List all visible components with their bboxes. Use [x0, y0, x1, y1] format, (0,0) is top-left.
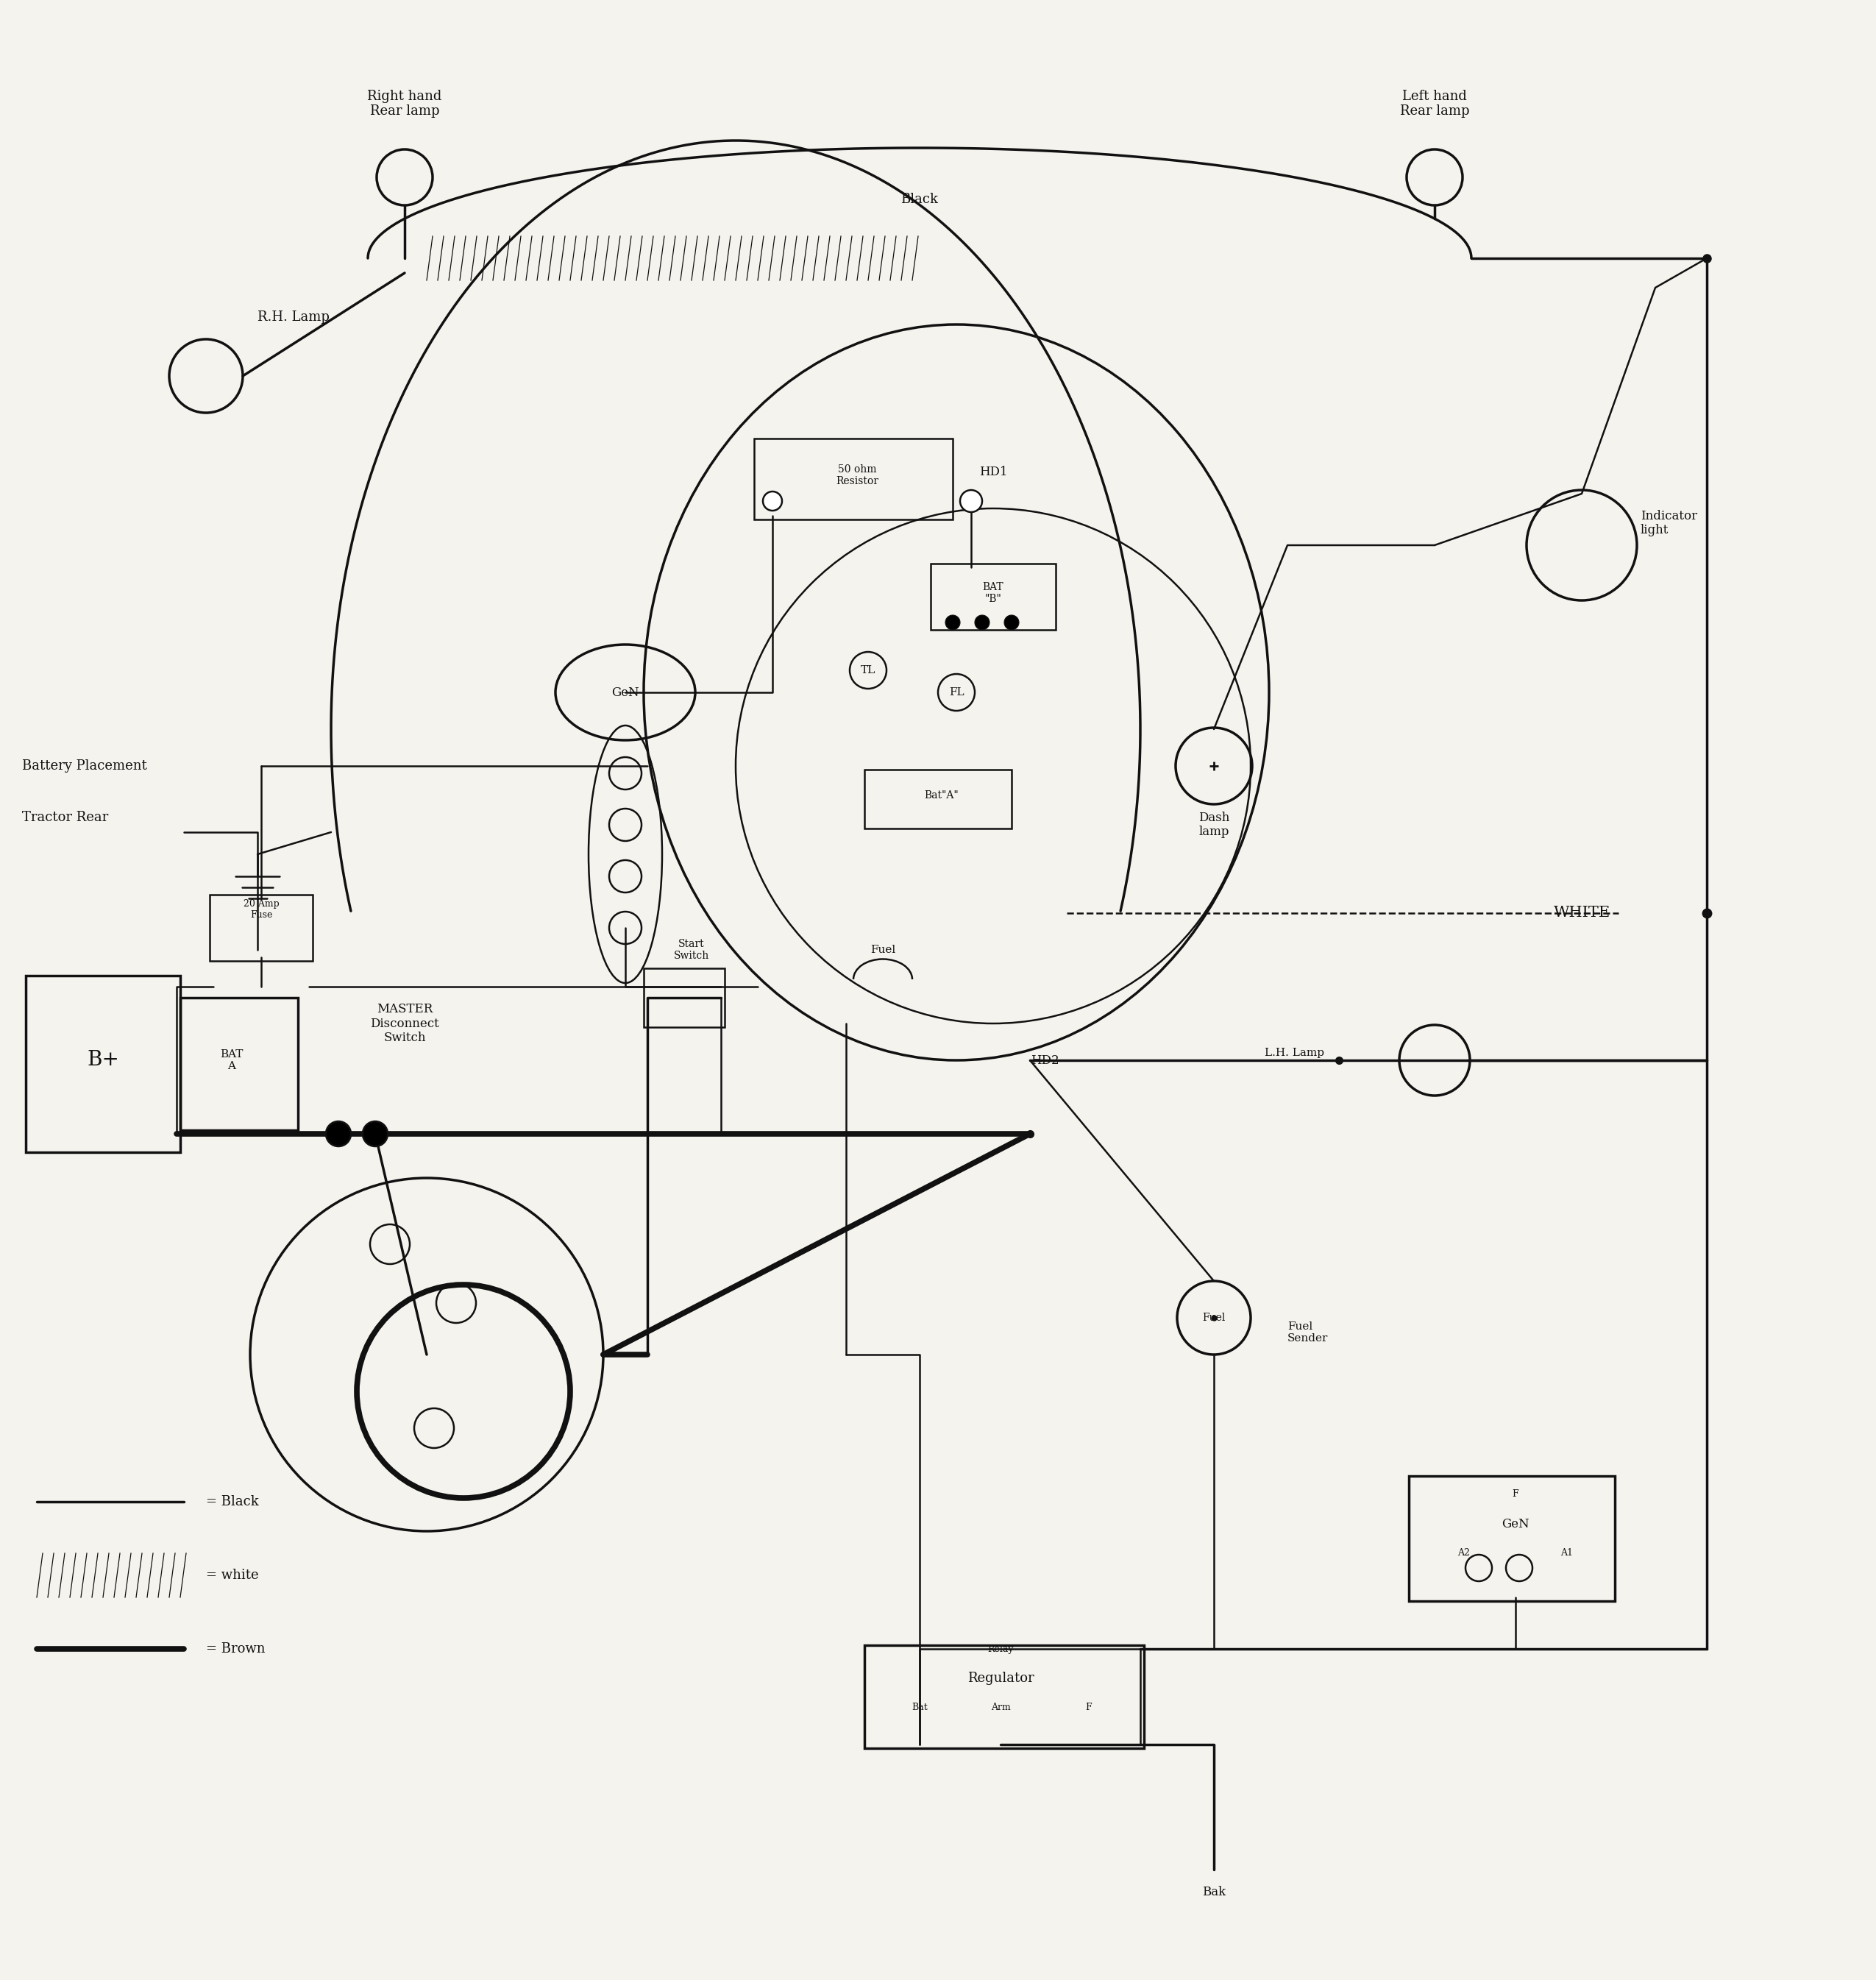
Circle shape [961, 489, 983, 513]
Text: Arm: Arm [991, 1703, 1011, 1713]
Text: Right hand
Rear lamp: Right hand Rear lamp [368, 89, 443, 119]
Circle shape [326, 1121, 351, 1146]
Text: Regulator: Regulator [968, 1671, 1034, 1685]
Text: GeN: GeN [612, 687, 640, 699]
Text: A1: A1 [1561, 1548, 1574, 1558]
Text: TL: TL [861, 665, 876, 675]
Text: Bak: Bak [1203, 1885, 1225, 1899]
Text: WHITE: WHITE [1553, 907, 1610, 921]
Text: Fuel: Fuel [870, 944, 895, 954]
Text: Start
Switch: Start Switch [673, 939, 709, 960]
Text: Dash
lamp: Dash lamp [1199, 812, 1229, 838]
Text: GeN: GeN [1501, 1517, 1529, 1531]
Text: F: F [1086, 1703, 1092, 1713]
Text: Battery Placement: Battery Placement [23, 760, 146, 772]
Text: Bat: Bat [912, 1703, 927, 1713]
Text: B+: B+ [86, 1049, 120, 1071]
Circle shape [362, 1121, 388, 1146]
Text: Indicator
light: Indicator light [1642, 509, 1698, 537]
Text: = white: = white [206, 1568, 259, 1582]
Text: Tractor Rear: Tractor Rear [23, 812, 109, 824]
Text: = Brown: = Brown [206, 1641, 265, 1655]
Text: MASTER
Disconnect
Switch: MASTER Disconnect Switch [370, 1002, 439, 1043]
Text: F: F [1512, 1489, 1520, 1499]
Text: HD2: HD2 [1030, 1053, 1058, 1067]
Circle shape [1004, 616, 1019, 630]
Text: BAT
A: BAT A [219, 1049, 244, 1071]
Text: 50 ohm
Resistor: 50 ohm Resistor [835, 463, 878, 487]
Text: A2: A2 [1458, 1548, 1471, 1558]
Text: FL: FL [949, 687, 964, 697]
Text: BAT
"B": BAT "B" [983, 582, 1004, 604]
Text: Black: Black [900, 192, 938, 206]
Text: Fuel
Sender: Fuel Sender [1287, 1321, 1328, 1344]
Text: Fuel: Fuel [1203, 1313, 1225, 1323]
Text: HD1: HD1 [979, 465, 1007, 477]
Text: = Black: = Black [206, 1495, 259, 1509]
Text: Left hand
Rear lamp: Left hand Rear lamp [1399, 89, 1469, 119]
Circle shape [946, 616, 961, 630]
Circle shape [764, 491, 782, 511]
Text: 20 Amp
Fuse: 20 Amp Fuse [244, 899, 280, 921]
Circle shape [976, 616, 989, 630]
Text: R.H. Lamp: R.H. Lamp [257, 311, 330, 325]
Text: Bat"A": Bat"A" [925, 790, 959, 800]
Text: Relay: Relay [987, 1643, 1013, 1653]
Text: L.H. Lamp: L.H. Lamp [1264, 1047, 1324, 1057]
